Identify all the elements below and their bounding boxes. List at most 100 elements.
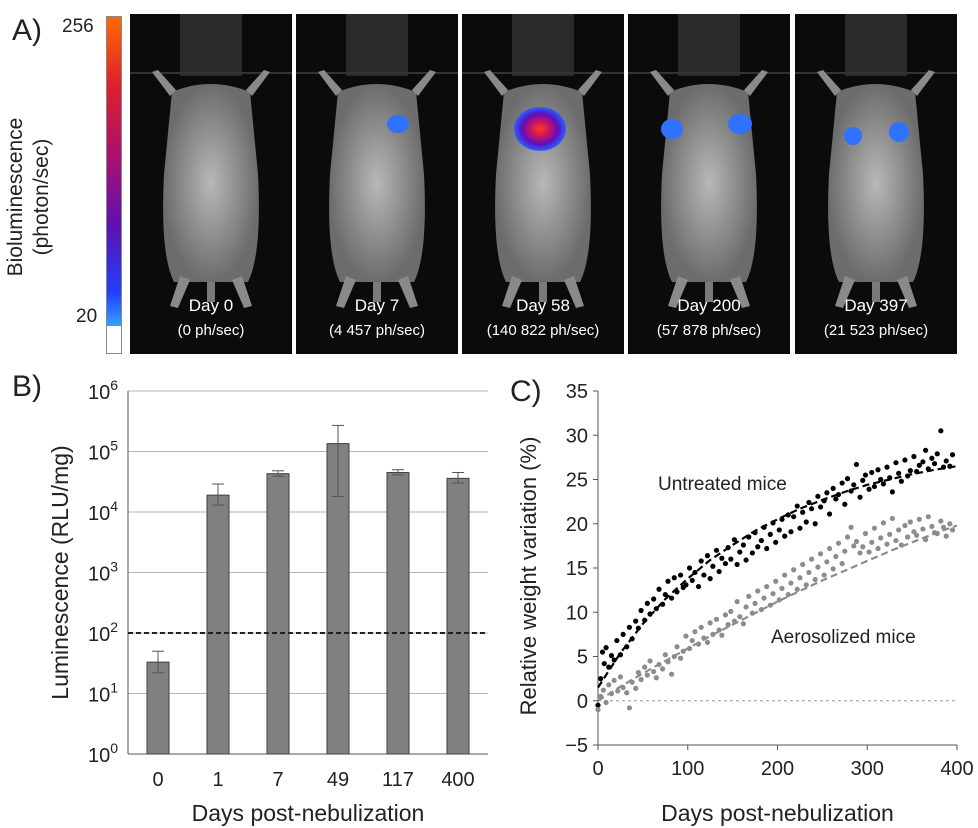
scatter-point-series-1 (896, 527, 902, 533)
scatter-point-series-0 (878, 476, 884, 483)
scatter-point-series-0 (773, 539, 779, 545)
luminescence-bar-chart: 100 101 102 103 104 105 106 0 1 7 49 117 400 Days pos… (47, 377, 488, 826)
scatter-point-series-0 (601, 660, 607, 667)
scatter-point-series-1 (660, 666, 666, 672)
scatter-point-series-0 (938, 428, 944, 434)
scatter-point-series-0 (916, 462, 922, 468)
left-hindpaw (835, 276, 855, 308)
x-tick-label: 400 (940, 758, 973, 780)
scatter-point-series-1 (821, 572, 827, 578)
scatter-point-series-0 (782, 533, 788, 539)
left-forepaw (484, 70, 508, 96)
scatter-point-series-1 (826, 545, 833, 552)
scatter-point-series-0 (871, 483, 878, 490)
scatter-point-series-1 (740, 621, 746, 627)
right-hindpaw (730, 276, 750, 308)
y-tick-label: 5 (577, 647, 588, 669)
scatter-point-series-0 (800, 509, 806, 515)
left-hindpaw (668, 276, 688, 308)
scatter-point-series-0 (907, 468, 913, 474)
scatter-point-series-0 (889, 489, 895, 495)
day-label: Day 7 (354, 296, 400, 315)
scatter-point-series-0 (638, 607, 644, 614)
scatter-point-series-1 (651, 668, 657, 675)
mouse-illustration (296, 14, 458, 308)
scatter-point-series-0 (603, 645, 609, 651)
scatter-point-series-1 (866, 549, 872, 555)
scatter-point-series-0 (788, 529, 794, 535)
scatter-point-series-0 (815, 493, 821, 499)
scatter-point-series-1 (875, 545, 881, 552)
scatter-point-series-1 (835, 540, 842, 546)
y-tick-label: 10 (566, 602, 588, 624)
scatter-point-series-1 (844, 534, 851, 540)
scatter-point-series-0 (898, 478, 904, 484)
scatter-point-series-1 (617, 674, 624, 680)
scatter-point-series-1 (722, 612, 729, 618)
mouse-illustration (462, 14, 624, 308)
y-tick-label: 25 (566, 470, 588, 492)
scatter-point-series-1 (806, 569, 812, 576)
tail (705, 282, 713, 302)
scatter-point-series-0 (704, 553, 711, 559)
scatter-point-series-0 (929, 455, 935, 461)
mouse-illustration (130, 14, 292, 308)
scatter-point-series-0 (791, 514, 797, 520)
scatter-point-series-0 (875, 467, 881, 473)
scatter-point-series-0 (620, 631, 626, 637)
scatter-point-series-0 (931, 460, 938, 467)
scatter-point-series-0 (826, 511, 833, 517)
mouse-image-1: Day 7 (4 457 ph/sec) (296, 14, 458, 354)
scatter-point-series-0 (880, 481, 887, 487)
right-hindpaw (564, 276, 584, 308)
scatter-point-series-1 (603, 699, 609, 706)
scale-axis-label: Bioluminescence (photon/sec) (3, 77, 57, 317)
scatter-point-series-0 (737, 549, 743, 555)
scatter-point-series-1 (725, 622, 731, 628)
scatter-point-series-1 (839, 560, 845, 567)
right-forepaw (246, 70, 270, 96)
scale-axis-label-line1: Bioluminescence (4, 117, 27, 277)
scatter-point-series-0 (626, 624, 633, 630)
scatter-point-series-1 (626, 705, 633, 711)
scatter-point-series-1 (677, 655, 684, 661)
nose-cone (346, 14, 408, 76)
scatter-point-series-0 (758, 537, 764, 544)
scatter-point-series-1 (794, 586, 800, 592)
scatter-point-series-1 (776, 597, 782, 603)
scatter-point-series-1 (707, 620, 713, 626)
scatter-point-series-1 (887, 531, 893, 537)
scatter-point-series-0 (896, 470, 902, 476)
scatter-point-series-0 (755, 544, 761, 550)
scatter-point-series-0 (767, 531, 773, 537)
x-tick-label: 400 (441, 769, 474, 791)
scatter-point-series-0 (806, 499, 812, 506)
signal-label: (57 878 ph/sec) (656, 322, 762, 339)
bar-day-0 (146, 661, 170, 755)
x-tick-label: 200 (761, 758, 794, 780)
day-label: Day 0 (188, 296, 234, 315)
scatter-point-series-0 (598, 676, 604, 682)
scatter-point-series-1 (880, 520, 887, 526)
scatter-point-series-0 (595, 702, 601, 708)
scatter-point-series-1 (797, 575, 803, 581)
scatter-point-series-0 (860, 477, 866, 483)
scatter-point-series-0 (764, 545, 770, 552)
scatter-point-series-1 (914, 532, 920, 538)
stage-line (296, 72, 458, 74)
scatter-point-series-0 (731, 537, 738, 543)
x-tick-label: 49 (327, 769, 349, 791)
left-forepaw (650, 70, 674, 96)
scatter-point-series-1 (830, 566, 836, 572)
scatter-point-series-1 (737, 614, 743, 620)
x-tick-label: 117 (382, 769, 414, 791)
scatter-point-series-1 (662, 652, 668, 658)
left-forepaw (817, 70, 841, 96)
mouse-body (828, 84, 924, 282)
scatter-point-series-1 (600, 687, 606, 693)
scatter-point-series-0 (698, 558, 704, 564)
mouse-illustration (628, 14, 790, 308)
scatter-point-series-0 (701, 572, 707, 578)
y-tick-label: 102 (88, 619, 118, 646)
